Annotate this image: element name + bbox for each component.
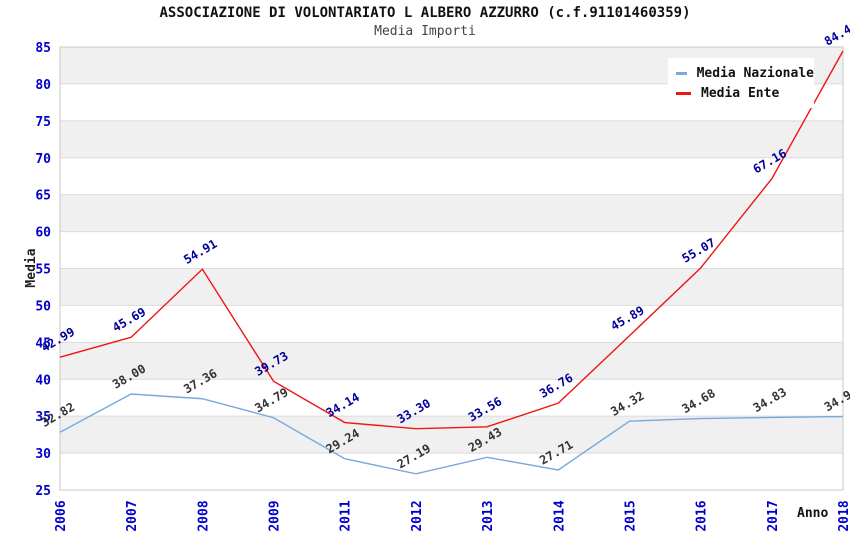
data-label-media-ente: 54.91	[181, 237, 219, 267]
x-tick-label: 2015	[623, 500, 638, 531]
x-tick-label: 2006	[54, 500, 69, 531]
legend-swatch-media-ente	[676, 91, 691, 95]
y-tick-label: 55	[35, 263, 51, 278]
y-tick-label: 60	[35, 226, 51, 241]
chart-title: ASSOCIAZIONE DI VOLONTARIATO L ALBERO AZ…	[159, 5, 691, 21]
y-axis-title: Media	[24, 248, 39, 288]
x-tick-label: 2009	[268, 500, 283, 531]
data-label-media-nazionale: 34.94	[822, 384, 850, 414]
x-tick-label: 2018	[837, 500, 850, 531]
legend-label-media-nazionale: Media Nazionale	[696, 65, 814, 81]
legend-item-media-ente: Media Ente	[668, 83, 814, 103]
y-tick-label: 45	[35, 336, 51, 351]
data-label-media-ente: 84.46	[822, 18, 850, 48]
series-line-media-nazionale	[59, 393, 844, 475]
x-tick-label: 2012	[410, 500, 425, 531]
y-tick-label: 70	[35, 152, 51, 167]
legend-swatch-media-nazionale	[676, 71, 687, 75]
y-tick-label: 25	[35, 484, 51, 499]
plot-border	[59, 46, 844, 491]
y-tick-label: 30	[35, 447, 51, 462]
data-label-media-nazionale: 34.32	[608, 389, 646, 419]
y-tick-label: 50	[35, 299, 51, 314]
y-tick-label: 65	[35, 189, 51, 204]
grid-band	[60, 342, 843, 380]
x-tick-label: 2011	[339, 500, 354, 531]
y-tick-label: 75	[35, 115, 51, 130]
data-label-media-nazionale: 34.83	[751, 385, 789, 415]
chart-subtitle: Media Importi	[374, 24, 476, 39]
x-axis-title: Anno	[797, 506, 829, 521]
data-label-media-ente: 45.89	[608, 303, 646, 333]
grid-band	[60, 194, 843, 232]
grid-band	[60, 120, 843, 158]
x-tick-label: 2008	[196, 500, 211, 531]
y-tick-label: 35	[35, 410, 51, 425]
series-line-media-ente	[59, 50, 844, 430]
grid-band	[60, 416, 843, 454]
legend: Media Nazionale Media Ente	[668, 58, 814, 108]
legend-item-media-nazionale: Media Nazionale	[668, 63, 814, 83]
y-tick-label: 85	[35, 41, 51, 56]
grid-band	[60, 268, 843, 306]
data-label-media-ente: 34.14	[324, 390, 362, 420]
y-tick-label: 40	[35, 373, 51, 388]
data-label-media-nazionale: 34.68	[679, 386, 717, 416]
data-label-media-ente: 55.07	[679, 235, 717, 265]
data-label-media-ente: 45.69	[110, 305, 148, 335]
data-label-media-nazionale: 34.79	[252, 385, 290, 415]
y-tick-label: 80	[35, 78, 51, 93]
x-tick-label: 2017	[766, 500, 781, 531]
x-tick-label: 2007	[125, 500, 140, 531]
x-tick-label: 2014	[552, 500, 567, 531]
x-tick-label: 2013	[481, 500, 496, 531]
x-tick-label: 2016	[695, 500, 710, 531]
legend-label-media-ente: Media Ente	[701, 85, 780, 101]
